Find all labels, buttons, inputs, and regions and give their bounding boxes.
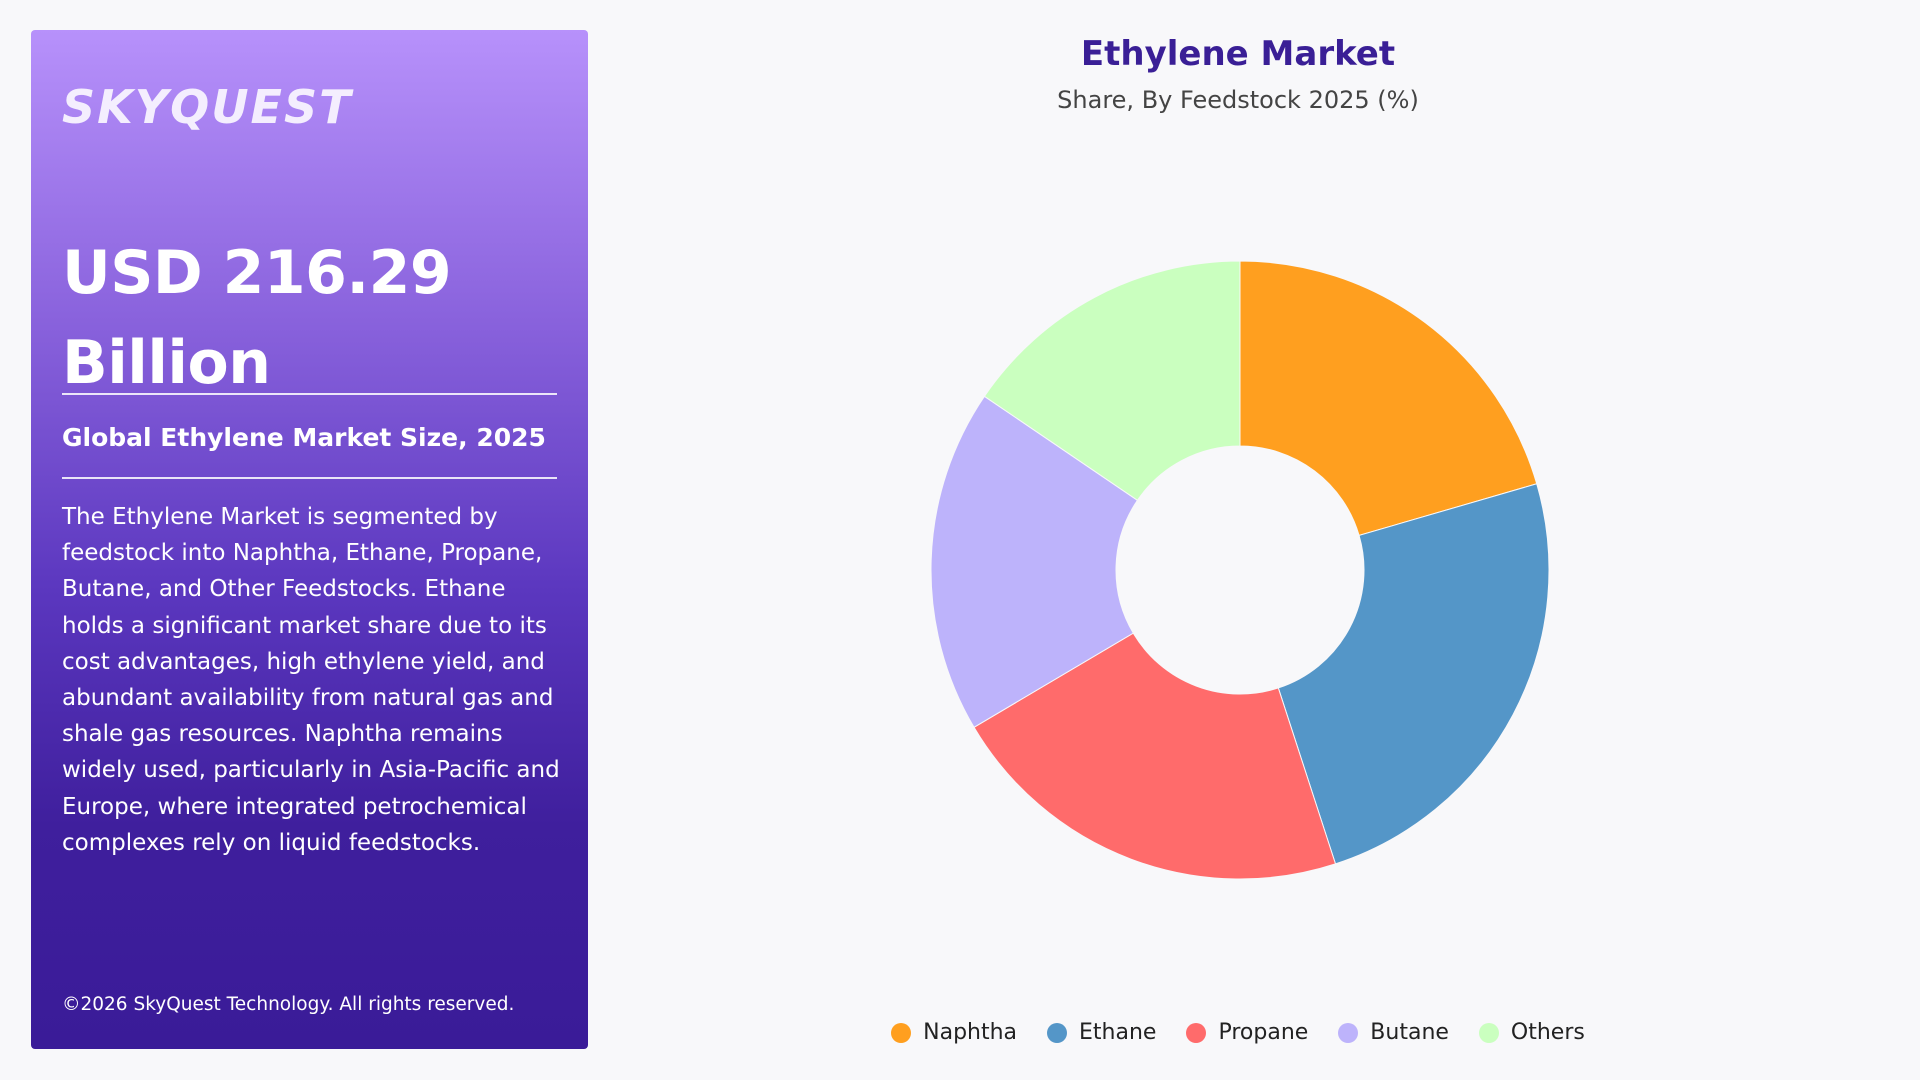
- chart-title: Ethylene Market: [1080, 34, 1396, 74]
- info-panel: SKYQUEST USD 216.29 Billion Global Ethyl…: [31, 30, 588, 1049]
- slice-naphtha[interactable]: [1239, 260, 1538, 537]
- legend-label: Butane: [1370, 1020, 1449, 1045]
- legend-label: Ethane: [1079, 1020, 1157, 1045]
- donut-chart: [930, 260, 1550, 880]
- market-size-headline: USD 216.29 Billion: [62, 238, 452, 398]
- divider-bottom: [62, 477, 557, 479]
- market-description: The Ethylene Market is segmented by feed…: [62, 504, 560, 856]
- skyquest-logo: SKYQUEST: [62, 80, 353, 134]
- legend-label: Naphtha: [923, 1020, 1018, 1045]
- legend-item-butane[interactable]: Butane: [1338, 1020, 1449, 1045]
- slice-others[interactable]: [983, 260, 1241, 501]
- slice-propane[interactable]: [973, 632, 1337, 880]
- legend-label: Others: [1510, 1020, 1585, 1045]
- slice-ethane[interactable]: [1277, 483, 1550, 865]
- legend-label: Propane: [1218, 1020, 1309, 1045]
- legend-dot-icon: [1338, 1022, 1359, 1043]
- slice-butane[interactable]: [930, 395, 1139, 728]
- legend-dot-icon: [1478, 1022, 1499, 1043]
- copyright-notice: ©2026 SkyQuest Technology. All rights re…: [62, 994, 515, 1015]
- chart-subtitle: Share, By Feedstock 2025 (%): [1057, 86, 1419, 114]
- legend-dot-icon: [1047, 1022, 1068, 1043]
- market-size-subhead: Global Ethylene Market Size, 2025: [62, 423, 546, 452]
- chart-legend: Naphtha Ethane Propane Butane Others: [860, 1020, 1616, 1045]
- legend-dot-icon: [1186, 1022, 1207, 1043]
- legend-item-propane[interactable]: Propane: [1186, 1020, 1308, 1045]
- legend-item-ethane[interactable]: Ethane: [1047, 1020, 1156, 1045]
- legend-item-naphtha[interactable]: Naphtha: [891, 1020, 1017, 1045]
- divider-top: [62, 393, 557, 395]
- legend-dot-icon: [891, 1022, 912, 1043]
- legend-item-others[interactable]: Others: [1478, 1020, 1585, 1045]
